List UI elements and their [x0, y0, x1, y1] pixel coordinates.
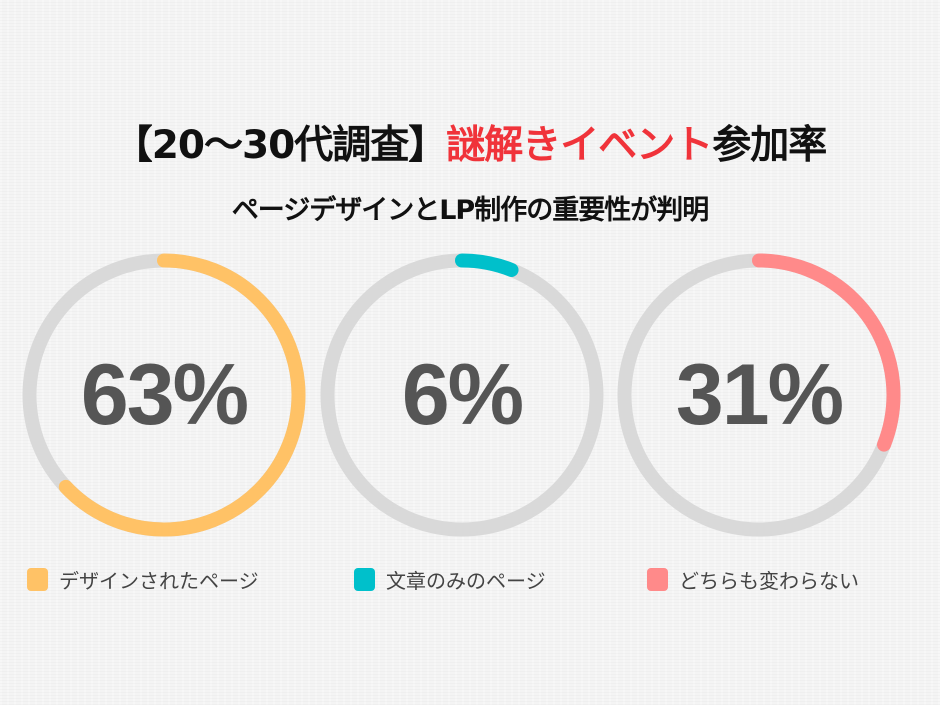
percent-value: 31% — [675, 346, 844, 443]
title-accent: 謎解きイベント — [446, 123, 713, 168]
legend-label: 文章のみのページ — [386, 569, 546, 593]
percent-value: 63% — [80, 346, 249, 443]
legend-label: どちらも変わらない — [679, 569, 859, 593]
legend-swatch — [647, 568, 668, 591]
title-suffix: 参加率 — [712, 123, 827, 168]
chart-subtitle: ページデザインとLP制作の重要性が判明 — [231, 195, 709, 226]
legend-item-text-only-page: 文章のみのページ — [354, 565, 546, 594]
legend-item-no-difference: どちらも変わらない — [647, 565, 859, 594]
legend-item-designed-page: デザインされたページ — [27, 565, 259, 594]
ring-graphic — [22, 253, 306, 537]
chart-title: 【20〜30代調査】謎解きイベント参加率 — [0, 114, 940, 170]
legend-label: デザインされたページ — [59, 569, 259, 593]
ring-graphic — [617, 253, 901, 537]
legend-swatch — [354, 568, 375, 591]
title-prefix: 【20〜30代調査】 — [113, 123, 448, 168]
progress-ring-text-only-page: 6% — [317, 250, 607, 540]
progress-ring-no-difference: 31% — [614, 250, 904, 540]
legend-swatch — [27, 568, 48, 591]
ring-graphic — [320, 253, 604, 537]
percent-value: 6% — [401, 346, 524, 443]
progress-ring-designed-page: 63% — [19, 250, 309, 540]
